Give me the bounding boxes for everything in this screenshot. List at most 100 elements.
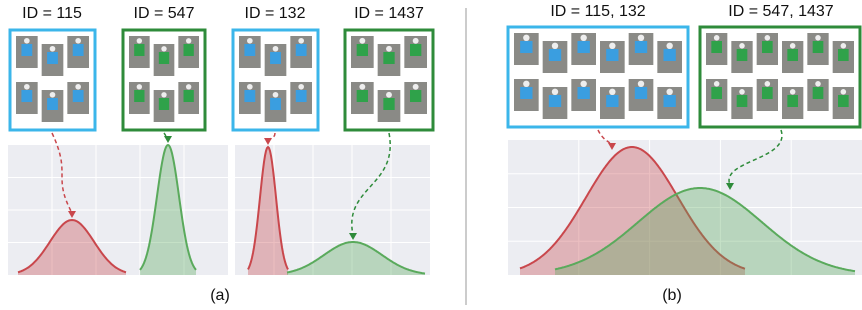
thumb-shirt xyxy=(762,87,773,99)
thumb-shirt xyxy=(737,49,748,61)
thumb-shirt xyxy=(244,44,255,56)
thumb-head xyxy=(790,43,796,49)
thumb-head xyxy=(161,46,166,51)
thumb-head xyxy=(523,35,529,41)
thumb-shirt xyxy=(520,87,532,99)
thumb-shirt xyxy=(549,95,561,107)
thumb-shirt xyxy=(47,52,58,64)
thumb-head xyxy=(137,38,142,43)
thumb-shirt xyxy=(549,49,561,61)
thumb-shirt xyxy=(578,87,590,99)
thumb-shirt xyxy=(383,98,394,110)
thumb-head xyxy=(273,92,279,98)
id-label: ID = 132 xyxy=(245,5,306,22)
thumb-shirt xyxy=(73,90,84,102)
thumb-head xyxy=(815,81,821,87)
thumb-head xyxy=(386,46,392,52)
thumb-head xyxy=(552,89,558,95)
thumb-shirt xyxy=(711,41,722,53)
thumb-shirt xyxy=(737,95,748,107)
thumb-shirt xyxy=(711,87,722,99)
arrow-head xyxy=(164,136,172,143)
thumb-head xyxy=(247,38,253,44)
thumb-shirt xyxy=(159,52,169,64)
thumb-head xyxy=(50,46,56,52)
thumb-head xyxy=(298,84,304,90)
thumb-head xyxy=(580,35,586,41)
thumb-head xyxy=(552,43,558,49)
id-label: ID = 547, 1437 xyxy=(728,3,834,20)
thumb-head xyxy=(523,81,529,87)
thumb-shirt xyxy=(813,87,824,99)
thumb-head xyxy=(186,84,191,89)
thumb-shirt xyxy=(159,98,169,110)
thumb-head xyxy=(75,38,81,44)
thumb-head xyxy=(790,89,796,95)
thumb-head xyxy=(580,81,586,87)
thumb-head xyxy=(186,38,191,43)
thumb-shirt xyxy=(838,49,849,61)
thumb-head xyxy=(609,43,615,49)
thumb-head xyxy=(638,35,644,41)
caption: (b) xyxy=(662,287,682,304)
thumb-shirt xyxy=(184,90,194,102)
thumb-shirt xyxy=(21,90,32,102)
thumb-shirt xyxy=(606,49,618,61)
thumb-head xyxy=(247,84,253,90)
thumb-shirt xyxy=(606,95,618,107)
thumb-shirt xyxy=(47,98,58,110)
thumb-shirt xyxy=(357,44,368,56)
thumb-head xyxy=(609,89,615,95)
thumb-head xyxy=(75,84,81,90)
thumb-shirt xyxy=(184,44,194,56)
thumb-shirt xyxy=(635,87,647,99)
thumb-head xyxy=(666,43,672,49)
thumb-head xyxy=(386,92,392,98)
id-label: ID = 1437 xyxy=(354,5,424,22)
thumb-head xyxy=(841,43,847,49)
thumb-head xyxy=(359,38,365,44)
thumb-head xyxy=(638,81,644,87)
thumb-head xyxy=(666,89,672,95)
thumb-shirt xyxy=(270,98,281,110)
id-label: ID = 547 xyxy=(134,5,195,22)
thumb-head xyxy=(298,38,304,44)
thumb-shirt xyxy=(383,52,394,64)
thumb-head xyxy=(161,92,166,97)
id-label: ID = 115 xyxy=(22,5,82,22)
thumb-head xyxy=(765,81,771,87)
thumb-shirt xyxy=(664,95,676,107)
thumb-head xyxy=(714,35,720,41)
thumb-head xyxy=(50,92,56,98)
thumb-head xyxy=(413,84,419,90)
thumb-shirt xyxy=(578,41,590,53)
thumb-head xyxy=(359,84,365,90)
thumb-shirt xyxy=(270,52,281,64)
thumb-shirt xyxy=(664,49,676,61)
figure: ID = 115 ID = 547 ID = 132 ID = 1437 ID … xyxy=(0,0,862,310)
thumb-head xyxy=(714,81,720,87)
thumb-shirt xyxy=(357,90,368,102)
thumb-head xyxy=(739,43,745,49)
thumb-shirt xyxy=(410,90,421,102)
id-label: ID = 115, 132 xyxy=(550,3,645,20)
thumb-head xyxy=(24,84,30,90)
thumb-head xyxy=(137,84,142,89)
thumb-shirt xyxy=(21,44,32,56)
thumb-shirt xyxy=(134,90,144,102)
thumb-shirt xyxy=(762,41,773,53)
thumb-shirt xyxy=(296,90,307,102)
layer xyxy=(8,27,862,275)
thumb-shirt xyxy=(520,41,532,53)
thumb-head xyxy=(739,89,745,95)
thumb-shirt xyxy=(410,44,421,56)
thumb-head xyxy=(815,35,821,41)
thumb-head xyxy=(841,89,847,95)
page: {"panel_a": {"labels": ["ID = 115", "ID … xyxy=(0,0,862,310)
thumb-shirt xyxy=(296,44,307,56)
thumb-shirt xyxy=(787,49,798,61)
thumb-shirt xyxy=(635,41,647,53)
arrow-head xyxy=(264,138,272,145)
thumb-shirt xyxy=(813,41,824,53)
caption: (a) xyxy=(210,287,230,304)
